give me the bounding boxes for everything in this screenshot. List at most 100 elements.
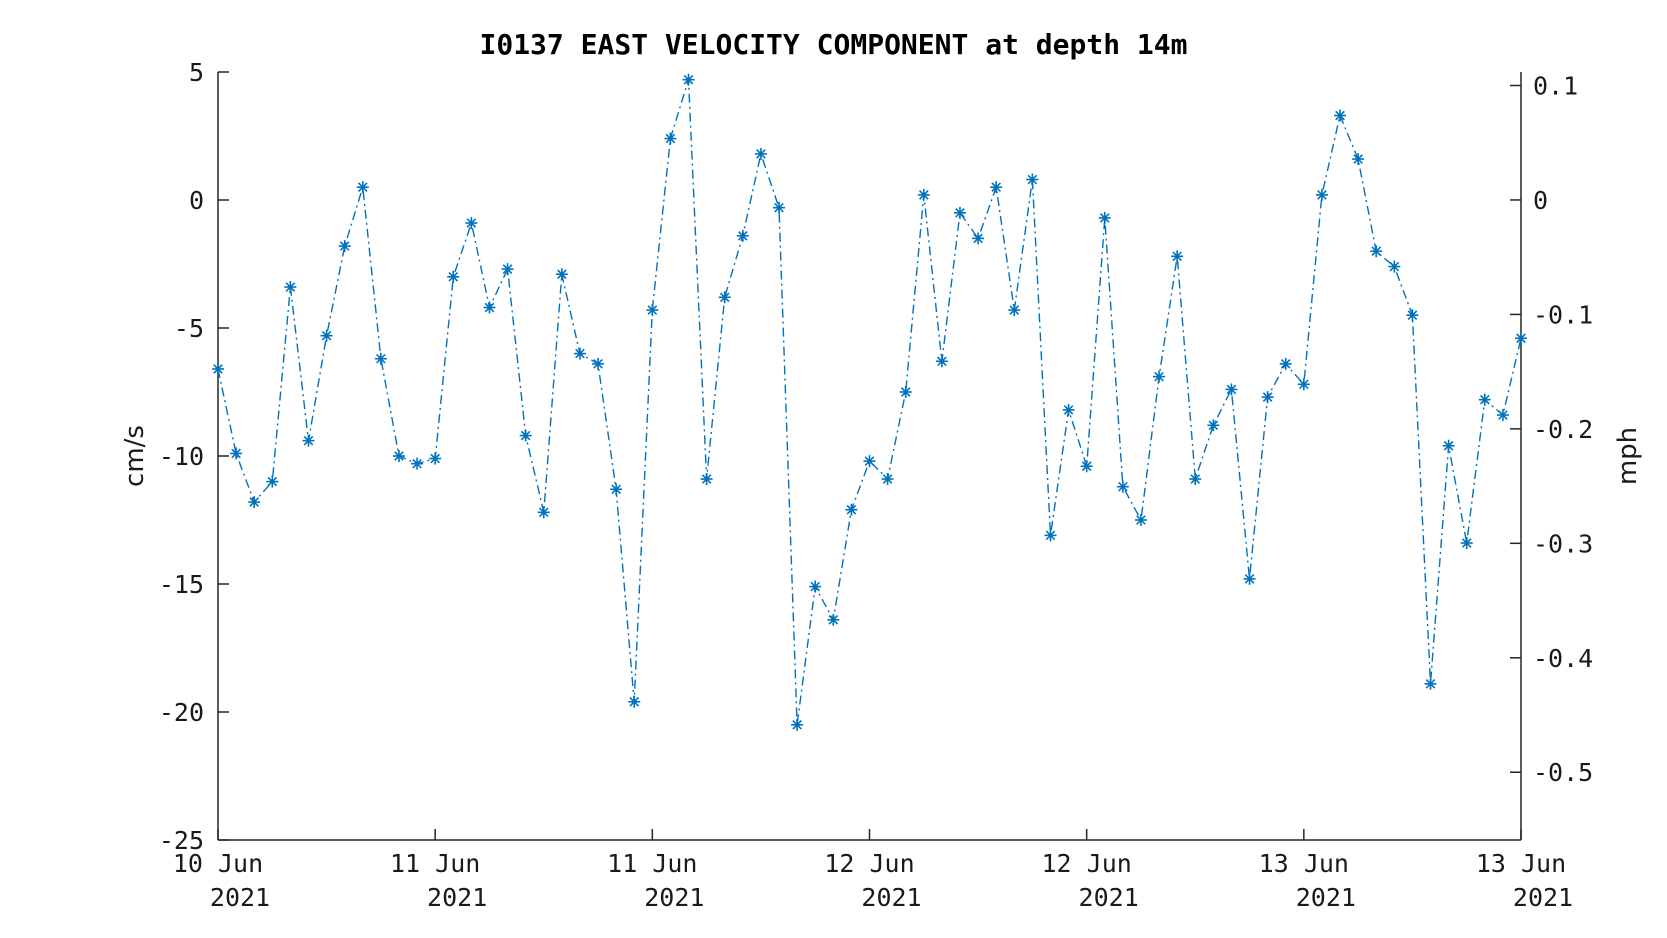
data-point-marker <box>320 329 333 342</box>
marker-stroke <box>1479 394 1490 405</box>
marker-stroke <box>991 182 1002 193</box>
x-ticks: 10 Jun 2021 11 Jun 2021 11 Jun 2021 12 Jun 2021… <box>173 829 1573 912</box>
marker-stroke <box>1154 371 1164 382</box>
data-point-marker <box>1442 439 1455 452</box>
marker-stroke <box>1045 530 1056 541</box>
data-point-marker <box>1080 460 1093 473</box>
marker-stroke <box>937 356 947 367</box>
marker-stroke <box>321 330 332 341</box>
data-point-marker <box>1243 572 1256 585</box>
marker-stroke <box>1407 310 1418 321</box>
marker-stroke <box>882 474 893 484</box>
series-line <box>217 79 1522 725</box>
y-tick-label-left: -25 <box>159 826 204 855</box>
y-tick-label-left: 5 <box>189 58 204 87</box>
data-point-marker <box>899 386 912 398</box>
data-point-marker <box>1515 332 1527 345</box>
y-tick-label-left: -20 <box>159 698 204 727</box>
marker-stroke <box>430 453 440 464</box>
data-point-marker <box>429 452 442 465</box>
marker-stroke <box>1009 305 1020 315</box>
marker-stroke <box>267 476 278 487</box>
marker-stroke <box>557 269 567 280</box>
marker-stroke <box>357 182 368 193</box>
marker-stroke <box>484 302 495 313</box>
data-point-marker <box>1098 211 1111 224</box>
data-point-marker <box>392 450 405 462</box>
data-point-marker <box>754 147 767 160</box>
x-tick-label-date: 12 Jun <box>824 849 914 878</box>
marker-stroke <box>629 696 640 707</box>
marker-stroke <box>303 435 314 446</box>
data-point-marker <box>519 429 532 442</box>
data-point-marker <box>555 268 568 281</box>
marker-stroke <box>756 149 766 159</box>
marker-stroke <box>828 615 839 625</box>
data-point-marker <box>1134 514 1147 526</box>
data-point-marker <box>573 347 586 360</box>
data-point-marker <box>682 73 695 86</box>
data-point-marker <box>356 181 369 194</box>
x-tick-label-year: 2021 <box>427 883 487 912</box>
marker-stroke <box>647 305 658 315</box>
marker-stroke <box>1136 515 1146 525</box>
y-tick-label-right: -0.4 <box>1533 644 1593 673</box>
y-tick-label-right: 0.1 <box>1533 72 1578 101</box>
data-point-marker <box>302 434 315 447</box>
data-point-marker <box>374 352 387 365</box>
data-point-marker <box>1388 260 1401 273</box>
data-point-marker <box>465 217 478 230</box>
data-point-marker <box>809 580 822 593</box>
marker-stroke <box>1244 574 1255 584</box>
data-point-marker <box>700 473 713 486</box>
data-point-marker <box>664 132 677 145</box>
marker-stroke <box>1208 420 1219 431</box>
x-tick-label-year: 2021 <box>1513 883 1573 912</box>
marker-stroke <box>774 202 784 213</box>
data-point-marker <box>1008 304 1021 317</box>
marker-stroke <box>538 507 549 518</box>
y-tick-label-left: -15 <box>159 570 204 599</box>
x-tick-label-date: 12 Jun <box>1042 849 1132 878</box>
data-point-marker <box>537 506 550 519</box>
marker-stroke <box>1099 213 1110 223</box>
data-point-marker <box>736 229 749 242</box>
y-axis-label-left: cm/s <box>120 425 150 487</box>
data-point-marker <box>1406 309 1419 322</box>
marker-stroke <box>973 233 983 244</box>
y-tick-label-right: -0.1 <box>1533 300 1593 329</box>
data-point-marker <box>248 496 261 509</box>
marker-stroke <box>1371 246 1382 257</box>
marker-stroke <box>955 207 965 218</box>
marker-stroke <box>466 218 477 228</box>
data-point-marker <box>935 355 948 368</box>
x-tick-label-year: 2021 <box>1079 883 1139 912</box>
data-point-marker <box>1478 393 1491 406</box>
marker-stroke <box>520 430 531 441</box>
marker-stroke <box>575 348 585 359</box>
data-point-marker <box>501 263 514 276</box>
marker-stroke <box>1317 190 1327 200</box>
x-tick-label-year: 2021 <box>1296 883 1356 912</box>
marker-stroke <box>1443 440 1454 451</box>
data-point-marker <box>827 613 840 626</box>
data-point-marker <box>212 362 224 375</box>
data-point-marker <box>592 357 605 370</box>
marker-stroke <box>810 581 821 592</box>
marker-stroke <box>665 133 676 144</box>
x-tick-label-year: 2021 <box>861 883 921 912</box>
marker-stroke <box>1498 410 1508 420</box>
series-group <box>212 73 1527 731</box>
marker-stroke <box>1190 474 1201 484</box>
x-tick-label-date: 10 Jun <box>173 849 263 878</box>
marker-stroke <box>1172 251 1182 262</box>
marker-stroke <box>1118 481 1128 492</box>
data-point-marker <box>1261 391 1274 404</box>
marker-stroke <box>918 190 929 200</box>
data-point-marker <box>230 447 243 460</box>
marker-stroke <box>611 484 621 495</box>
marker-stroke <box>502 264 513 274</box>
data-point-marker <box>1334 109 1347 122</box>
marker-stroke <box>737 231 748 241</box>
